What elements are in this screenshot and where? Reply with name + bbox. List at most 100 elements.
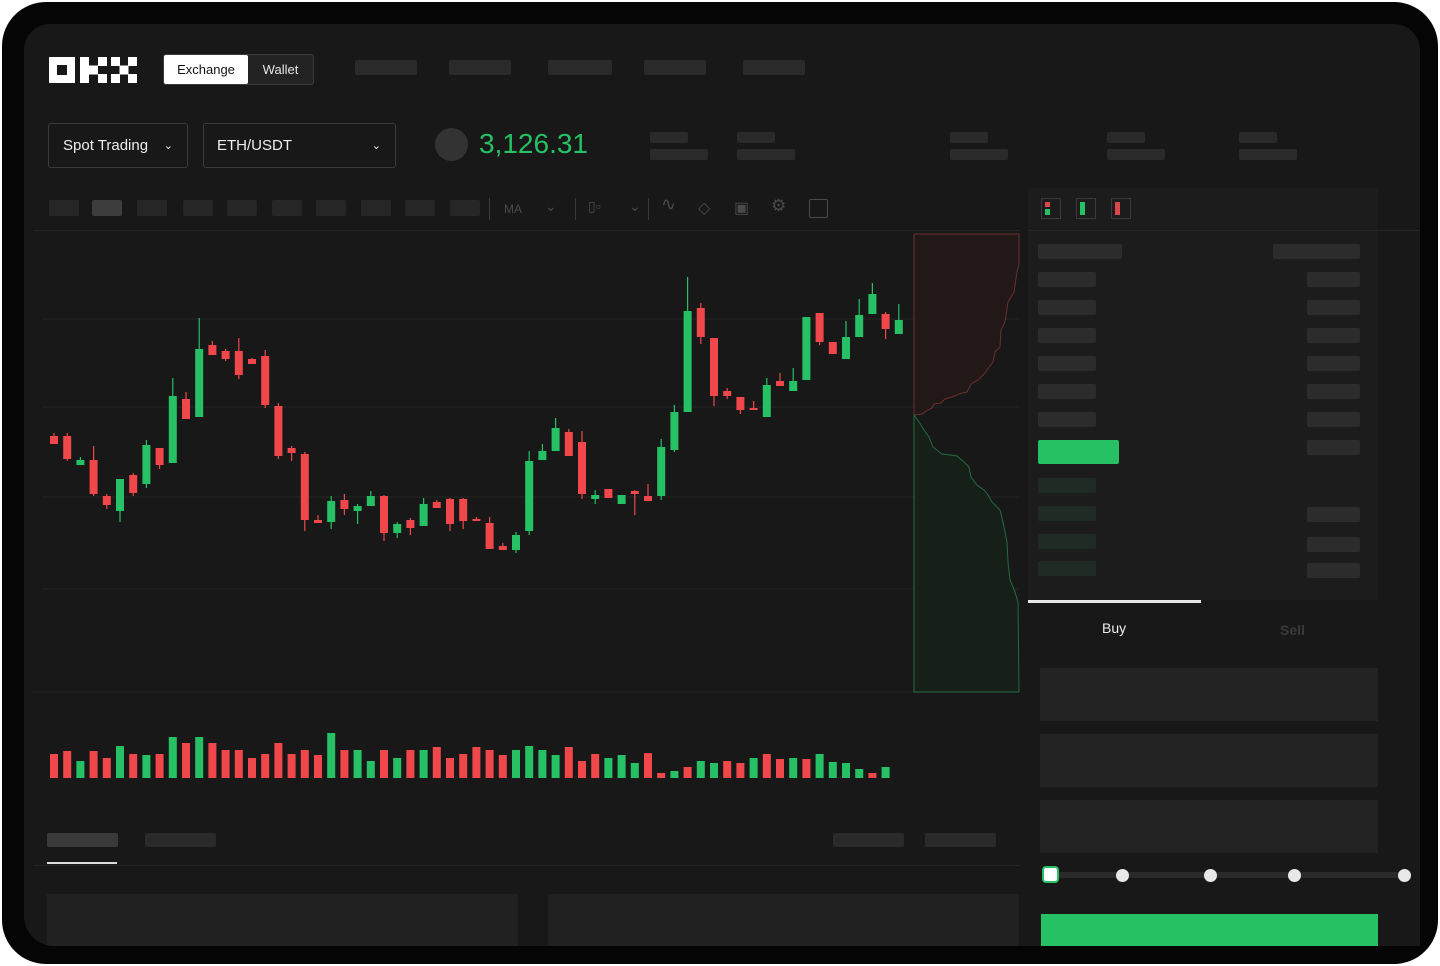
volume-bar (657, 773, 666, 778)
orderbook-asks-icon[interactable] (1111, 198, 1131, 219)
interval-button-active[interactable] (92, 200, 122, 216)
camera-icon[interactable]: ▣ (734, 200, 750, 217)
candle (419, 498, 428, 526)
nav-placeholder[interactable] (644, 60, 706, 75)
ask-price[interactable] (1038, 356, 1096, 371)
tab-exchange[interactable]: Exchange (164, 55, 248, 84)
candle-body (221, 351, 230, 359)
orderbook-bids-icon[interactable] (1076, 198, 1096, 219)
tab-wallet[interactable]: Wallet (262, 62, 299, 77)
interval-button[interactable] (183, 200, 213, 216)
divider (34, 230, 1020, 231)
candle (710, 338, 718, 406)
filter-placeholder[interactable] (925, 833, 996, 847)
volume-bar (485, 750, 494, 778)
interval-button[interactable] (137, 200, 167, 216)
nav-placeholder[interactable] (743, 60, 805, 75)
candle (644, 484, 652, 501)
stat-value-placeholder (650, 149, 708, 160)
candle (142, 440, 151, 488)
line-chart-icon[interactable]: ∿ (661, 194, 677, 214)
slider-stop-75[interactable] (1288, 869, 1301, 882)
nav-placeholder[interactable] (449, 60, 511, 75)
ask-price[interactable] (1038, 328, 1096, 343)
fullscreen-icon[interactable] (809, 199, 828, 218)
bid-amount (1307, 507, 1360, 522)
bid-price[interactable] (1038, 561, 1096, 576)
interval-button[interactable] (450, 200, 480, 216)
interval-button[interactable] (49, 200, 79, 216)
candle-body (512, 535, 520, 550)
candle-body (168, 396, 177, 463)
bid-price[interactable] (1038, 534, 1096, 549)
interval-button[interactable] (272, 200, 302, 216)
volume-bar (459, 754, 468, 778)
volume-bar (406, 750, 415, 778)
candle (525, 451, 534, 535)
ruler-icon[interactable]: ◇ (698, 200, 711, 217)
bid-price[interactable] (1038, 478, 1096, 493)
slider-stop-100[interactable] (1398, 869, 1411, 882)
candle-body (815, 313, 824, 342)
volume-bar (578, 761, 586, 778)
candle-type-icon[interactable]: ▯▫ (588, 198, 601, 214)
depth-asks-area (913, 233, 1020, 416)
nav-placeholder[interactable] (548, 60, 612, 75)
interval-button[interactable] (361, 200, 391, 216)
tab-order-history[interactable] (145, 833, 216, 847)
candle (578, 431, 586, 499)
candle (472, 517, 481, 521)
volume-bar (182, 743, 190, 778)
candle-body (776, 381, 784, 386)
candle (168, 378, 177, 463)
volume-bar (432, 747, 441, 778)
divider (34, 865, 1020, 866)
indicator-ma-button[interactable]: MA (504, 202, 522, 216)
trading-mode-dropdown[interactable]: Spot Trading ⌄ (48, 123, 188, 168)
amount-input[interactable] (1040, 734, 1378, 787)
candle (221, 349, 230, 361)
volume-bar (50, 754, 58, 778)
stat-label-placeholder (1239, 132, 1277, 143)
candle-body (155, 448, 164, 465)
ask-amount (1307, 412, 1360, 427)
slider-stop-25[interactable] (1116, 869, 1129, 882)
candle-body (459, 499, 468, 521)
candle-body (142, 445, 151, 484)
price-input[interactable] (1040, 668, 1378, 721)
ask-price[interactable] (1038, 300, 1096, 315)
candle-body (182, 399, 190, 419)
candle-body (551, 428, 560, 451)
ask-amount (1307, 272, 1360, 287)
total-input[interactable] (1040, 800, 1378, 853)
interval-button[interactable] (316, 200, 346, 216)
interval-button[interactable] (227, 200, 257, 216)
ask-price[interactable] (1038, 412, 1096, 427)
pair-dropdown[interactable]: ETH/USDT ⌄ (203, 123, 396, 168)
buy-submit-button[interactable] (1041, 914, 1378, 946)
candle (327, 496, 336, 529)
amount-slider-track[interactable] (1050, 872, 1406, 878)
settings-gear-icon[interactable]: ⚙ (771, 196, 787, 215)
ask-amount (1307, 328, 1360, 343)
filter-placeholder[interactable] (833, 833, 904, 847)
chevron-down-icon[interactable]: ⌄ (629, 198, 641, 214)
tab-open-orders[interactable] (47, 833, 118, 847)
nav-placeholder[interactable] (355, 60, 417, 75)
tab-sell[interactable]: Sell (1280, 622, 1305, 638)
orderbook-both-icon[interactable] (1041, 198, 1061, 219)
price-chart[interactable] (24, 24, 1042, 822)
ask-price[interactable] (1038, 384, 1096, 399)
ask-price[interactable] (1038, 272, 1096, 287)
coin-icon (435, 128, 468, 161)
bid-price[interactable] (1038, 506, 1096, 521)
interval-button[interactable] (405, 200, 435, 216)
chevron-down-icon[interactable]: ⌄ (545, 198, 557, 214)
slider-handle[interactable] (1042, 866, 1059, 883)
candle (208, 341, 217, 355)
candle-body (234, 351, 243, 375)
slider-stop-50[interactable] (1204, 869, 1217, 882)
candle (828, 342, 837, 354)
tab-buy[interactable]: Buy (1102, 620, 1127, 636)
volume-bar (736, 763, 745, 778)
